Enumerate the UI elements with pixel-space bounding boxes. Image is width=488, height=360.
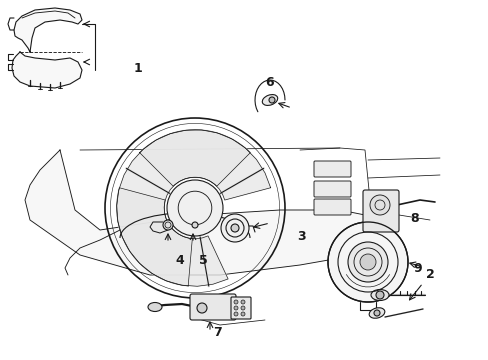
Circle shape	[359, 254, 375, 270]
Circle shape	[221, 214, 248, 242]
Circle shape	[373, 310, 379, 316]
FancyBboxPatch shape	[313, 161, 350, 177]
Ellipse shape	[370, 289, 388, 301]
Circle shape	[234, 300, 238, 304]
Circle shape	[234, 312, 238, 316]
Text: 3: 3	[297, 230, 305, 243]
FancyBboxPatch shape	[190, 294, 236, 320]
Circle shape	[241, 300, 244, 304]
Circle shape	[167, 180, 223, 236]
Circle shape	[230, 224, 239, 232]
Circle shape	[197, 303, 206, 313]
Polygon shape	[140, 130, 250, 186]
Polygon shape	[12, 52, 82, 88]
Circle shape	[192, 222, 198, 228]
Circle shape	[369, 195, 389, 215]
FancyBboxPatch shape	[230, 297, 250, 319]
Polygon shape	[14, 8, 82, 52]
FancyBboxPatch shape	[362, 190, 398, 232]
Circle shape	[375, 291, 383, 299]
Polygon shape	[117, 188, 192, 286]
Circle shape	[327, 222, 407, 302]
Text: 9: 9	[413, 261, 422, 274]
Ellipse shape	[148, 302, 162, 311]
Text: 2: 2	[425, 269, 433, 282]
Circle shape	[163, 220, 173, 230]
Circle shape	[241, 312, 244, 316]
Text: 1: 1	[133, 62, 142, 75]
Text: 5: 5	[198, 253, 207, 266]
FancyBboxPatch shape	[313, 199, 350, 215]
Text: 6: 6	[265, 76, 274, 89]
Circle shape	[268, 97, 274, 103]
Circle shape	[347, 242, 387, 282]
Text: 8: 8	[410, 212, 418, 225]
Ellipse shape	[262, 95, 277, 105]
Polygon shape	[25, 150, 369, 275]
Circle shape	[241, 306, 244, 310]
Ellipse shape	[368, 308, 384, 318]
Polygon shape	[117, 130, 270, 286]
FancyBboxPatch shape	[313, 181, 350, 197]
Text: 7: 7	[212, 325, 221, 338]
Text: 4: 4	[175, 253, 184, 266]
Circle shape	[234, 306, 238, 310]
